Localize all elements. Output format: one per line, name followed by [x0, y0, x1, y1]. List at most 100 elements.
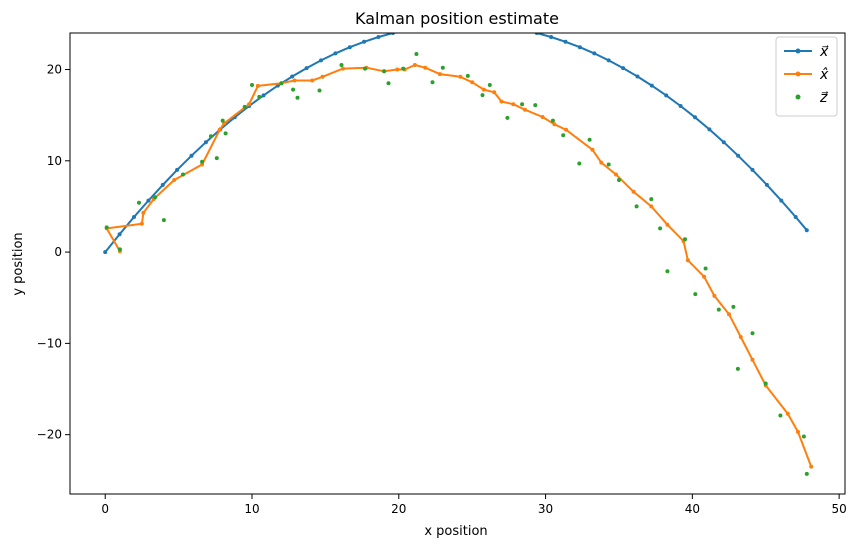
data-point-1 — [395, 67, 400, 72]
data-point-1 — [665, 222, 670, 227]
data-point-2 — [401, 66, 406, 71]
data-point-0 — [333, 51, 338, 56]
legend-marker-2 — [795, 94, 801, 100]
data-point-2 — [763, 381, 768, 386]
data-point-2 — [649, 197, 654, 202]
data-point-1 — [712, 293, 717, 298]
data-point-2 — [561, 133, 566, 138]
data-point-2 — [520, 102, 525, 107]
data-point-2 — [200, 159, 205, 164]
series-group — [103, 33, 814, 476]
x-tick-label: 10 — [244, 502, 259, 516]
data-point-1 — [649, 204, 654, 209]
series-line-1 — [105, 64, 813, 467]
data-point-2 — [363, 66, 367, 71]
data-point-1 — [310, 78, 315, 83]
data-point-0 — [563, 39, 568, 44]
data-point-0 — [592, 51, 597, 56]
data-point-2 — [487, 83, 492, 87]
data-point-2 — [117, 247, 122, 252]
data-point-2 — [587, 137, 592, 142]
data-point-2 — [750, 331, 755, 336]
data-point-2 — [440, 65, 445, 70]
data-point-1 — [540, 115, 545, 119]
data-point-1 — [200, 162, 205, 167]
data-point-2 — [658, 226, 663, 231]
chart-title: Kalman position estimate — [355, 9, 559, 28]
data-point-1 — [492, 90, 497, 95]
data-point-2 — [505, 115, 510, 120]
data-point-0 — [304, 66, 309, 71]
data-point-2 — [665, 269, 670, 274]
data-point-1 — [590, 147, 595, 152]
data-point-0 — [635, 74, 640, 79]
data-point-1 — [217, 127, 222, 132]
data-point-0 — [103, 250, 108, 255]
data-point-0 — [117, 232, 122, 237]
data-point-2 — [703, 266, 708, 271]
data-point-0 — [175, 167, 180, 172]
x-tick-label: 0 — [101, 502, 109, 516]
data-point-1 — [631, 189, 636, 194]
data-point-0 — [146, 198, 151, 203]
data-point-0 — [132, 215, 136, 219]
plot-area: 0 10 20 30 40 50 −20 −10 0 10 20 — [37, 32, 847, 516]
data-point-2 — [279, 81, 284, 86]
data-point-2 — [430, 80, 435, 85]
y-tick-label: 0 — [54, 245, 62, 259]
data-point-1 — [437, 72, 442, 77]
data-point-2 — [617, 178, 621, 182]
series-line-0 — [104, 33, 808, 253]
data-point-0 — [693, 115, 697, 120]
data-point-1 — [511, 102, 516, 107]
data-point-2 — [606, 162, 611, 167]
data-point-2 — [465, 73, 470, 78]
data-point-2 — [214, 156, 219, 161]
data-point-1 — [523, 107, 527, 112]
data-point-1 — [481, 87, 486, 92]
data-point-2 — [693, 292, 698, 297]
data-point-1 — [499, 99, 504, 104]
data-point-0 — [577, 45, 582, 50]
y-axis-label: y position — [11, 232, 26, 295]
data-point-0 — [721, 140, 726, 145]
data-point-2 — [153, 195, 158, 200]
data-point-1 — [564, 127, 569, 132]
legend-marker-0 — [795, 48, 801, 54]
data-point-0 — [290, 74, 295, 79]
data-point-2 — [161, 218, 166, 223]
y-tick-label: 20 — [47, 63, 62, 77]
data-point-1 — [599, 160, 604, 165]
data-point-0 — [203, 140, 208, 145]
data-point-0 — [793, 215, 798, 219]
data-point-0 — [362, 39, 367, 44]
data-point-2 — [291, 87, 296, 92]
legend-label-0: x⃗ — [819, 44, 829, 60]
data-point-2 — [550, 118, 555, 123]
x-tick-label: 40 — [685, 502, 700, 516]
data-point-2 — [104, 225, 109, 230]
y-tick-label: 10 — [47, 154, 62, 168]
data-point-1 — [412, 63, 417, 67]
y-tick-label: −10 — [37, 336, 62, 350]
data-point-0 — [764, 182, 769, 187]
data-point-0 — [347, 45, 352, 50]
data-point-2 — [386, 81, 391, 86]
x-tick-label: 50 — [831, 502, 846, 516]
data-point-1 — [785, 411, 790, 416]
data-point-2 — [257, 94, 262, 99]
data-point-1 — [614, 172, 618, 177]
data-point-2 — [382, 69, 387, 74]
plot-frame — [69, 32, 846, 495]
data-point-0 — [804, 228, 809, 233]
data-point-2 — [414, 52, 419, 56]
legend-label-2: z⃗ — [819, 90, 828, 106]
data-point-2 — [317, 88, 322, 93]
data-point-2 — [778, 413, 783, 418]
data-point-1 — [702, 274, 707, 279]
x-tick-label: 30 — [538, 502, 553, 516]
data-point-0 — [707, 127, 712, 132]
data-point-0 — [678, 104, 683, 108]
data-point-2 — [181, 172, 185, 177]
